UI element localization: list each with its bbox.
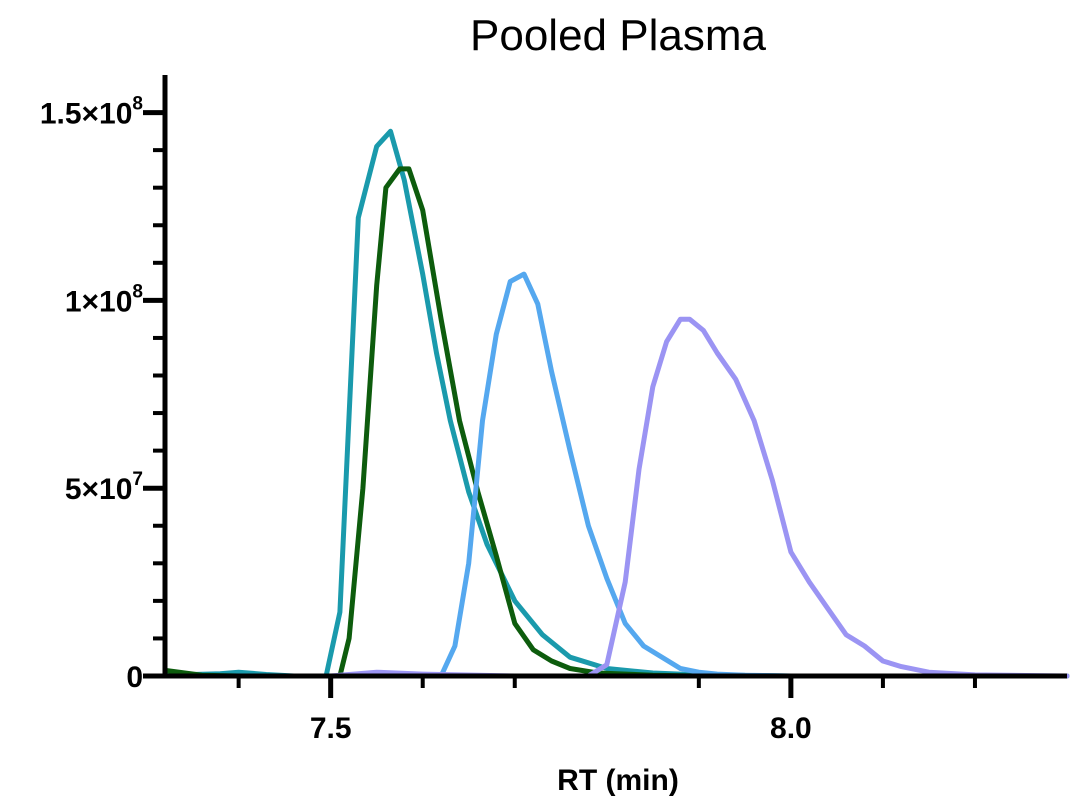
y-tick-label: 1.5×108 <box>40 94 143 131</box>
chart-title: Pooled Plasma <box>470 11 766 60</box>
x-tick-label: 7.5 <box>310 712 352 745</box>
y-tick-label-exponent: 7 <box>132 469 143 490</box>
y-tick-label-base: 1×10 <box>65 285 133 318</box>
x-tick-label: 8.0 <box>770 712 812 745</box>
y-tick-label-exponent: 8 <box>132 94 143 115</box>
x-axis-label: RT (min) <box>557 764 679 797</box>
series-4-violet-line <box>162 316 1070 679</box>
y-tick-label: 0 <box>126 661 143 694</box>
y-tick-label: 1×108 <box>65 281 143 318</box>
y-tick-label-base: 1.5×10 <box>40 98 133 131</box>
axes-group <box>143 75 1067 679</box>
series-group <box>162 128 1070 679</box>
y-tick-label-exponent: 8 <box>132 281 143 302</box>
y-tick-label-base: 5×10 <box>65 473 133 506</box>
y-tick-label-base: 0 <box>126 661 143 694</box>
y-tick-label: 5×107 <box>65 469 143 506</box>
